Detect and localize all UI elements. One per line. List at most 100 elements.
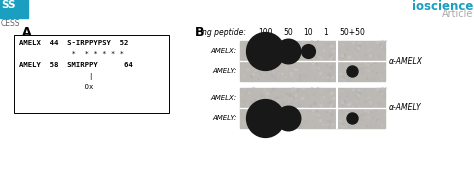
Bar [317,40,318,41]
Bar [271,90,272,92]
Bar [359,89,361,90]
Bar [345,98,346,99]
Bar [353,113,354,114]
Bar [331,52,333,53]
Bar [329,112,331,113]
Bar [284,123,286,124]
Bar [364,93,365,95]
Bar [383,46,384,47]
Bar [331,123,333,125]
Point [304,50,312,52]
Bar [337,118,338,120]
Bar [264,115,266,117]
Bar [342,77,343,78]
Bar [370,126,372,127]
Bar [359,41,361,43]
Bar [381,40,383,42]
Bar [276,107,278,108]
Bar [242,61,243,62]
Bar [381,93,382,94]
Bar [346,112,347,113]
Bar [262,56,264,58]
Bar [364,98,365,100]
Bar [359,45,360,47]
Bar [295,79,296,80]
Text: α-AMELY: α-AMELY [389,104,422,113]
Bar [273,88,274,89]
Bar [265,119,266,120]
Bar [320,41,322,42]
Bar [313,102,315,104]
Bar [370,111,371,112]
Bar [385,40,386,41]
Bar [366,89,368,91]
Bar [292,115,293,117]
Bar [271,102,273,103]
Bar [374,108,376,110]
Bar [294,69,296,70]
Bar [299,79,301,80]
Bar [313,56,314,58]
Bar [255,117,256,118]
Bar [371,123,373,124]
Bar [355,95,356,96]
Bar [302,115,304,116]
Bar [299,74,300,76]
Bar [292,96,293,98]
Bar [258,120,260,122]
Bar [287,106,288,107]
Bar [275,88,277,89]
Bar [346,47,348,49]
Bar [319,43,320,45]
Bar [246,56,247,57]
Bar [376,72,378,74]
Bar [356,44,357,45]
Bar [313,77,314,79]
Bar [268,78,270,79]
Bar [383,114,385,115]
Bar [292,49,293,51]
Bar [327,73,328,75]
Bar [327,61,328,62]
Bar [378,41,379,43]
Bar [319,52,321,53]
Bar [322,77,323,78]
Bar [341,54,343,56]
Bar [365,62,366,64]
Bar [358,89,359,90]
Bar [383,63,385,64]
Bar [301,97,303,98]
Bar [266,49,267,51]
Bar [321,89,322,90]
Bar [311,113,313,115]
Bar [379,90,381,92]
Bar [332,50,334,52]
Bar [244,41,245,43]
Bar [365,78,367,79]
Bar [298,104,300,106]
Bar [353,57,354,59]
Bar [357,91,358,92]
Bar [367,69,369,71]
Bar [355,120,356,122]
Bar [330,66,332,68]
Bar [378,41,379,42]
Bar [320,57,321,59]
Bar [375,104,376,106]
Bar [376,119,378,121]
Bar [358,57,360,59]
Bar [271,121,273,123]
Text: |: | [19,73,93,80]
Bar [378,102,380,104]
Bar [242,100,243,102]
Bar [264,42,265,44]
Bar [331,99,333,100]
Bar [308,63,310,64]
Bar [257,75,259,76]
Bar [257,113,259,115]
Bar [323,96,324,98]
Bar [311,40,312,42]
Bar [306,106,307,107]
Bar [253,75,255,76]
Bar [292,68,293,70]
